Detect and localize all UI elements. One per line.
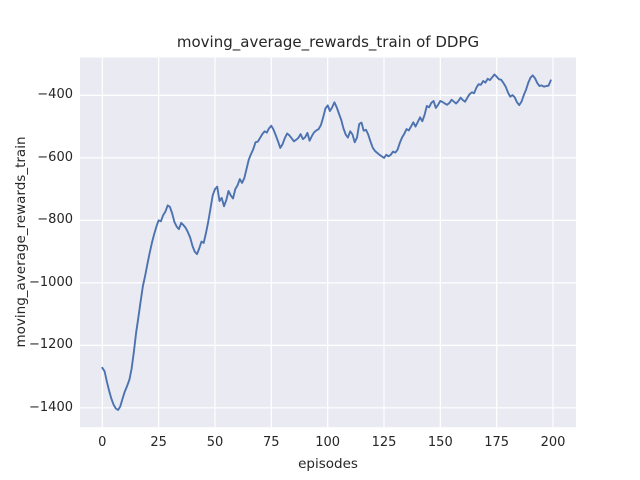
y-tick-label: −400 [37, 87, 73, 103]
y-tick-label: −1200 [29, 337, 73, 353]
x-tick-label: 25 [150, 435, 167, 450]
x-tick-label: 150 [427, 435, 453, 450]
x-tick-label: 125 [371, 435, 397, 450]
x-tick-label: 175 [484, 435, 510, 450]
y-tick-label: −1000 [29, 274, 73, 290]
x-tick-label: 100 [315, 435, 341, 450]
line-series [101, 73, 552, 411]
y-axis-label: moving_average_rewards_train [13, 136, 29, 348]
x-axis-label: episodes [298, 456, 358, 472]
chart-title: moving_average_rewards_train of DDPG [176, 33, 480, 51]
y-tick-label: −1400 [29, 399, 73, 415]
x-tick-label: 75 [263, 435, 280, 450]
x-tick-label: 50 [206, 435, 224, 450]
y-tick-label: −800 [37, 212, 73, 228]
x-tick-label: 200 [540, 435, 566, 450]
y-tick-label: −600 [37, 149, 73, 165]
x-tick-label: 0 [98, 435, 107, 450]
